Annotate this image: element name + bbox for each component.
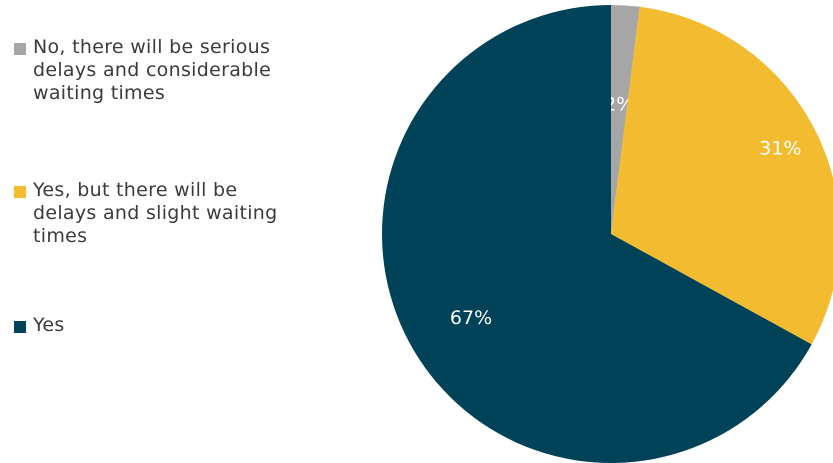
data-label-yes: 67% [450,307,492,329]
legend-label-no-serious-delays: No, there will be serious delays and con… [33,36,272,104]
legend-item-yes: Yes [14,314,304,337]
legend-swatch-yes [14,321,26,333]
pie-slice-yes-slight-delays [611,6,833,345]
legend-swatch-no-serious-delays [14,43,26,55]
pie-slice-no-serious-delays [611,5,640,234]
legend-label-yes: Yes [33,314,65,336]
pie-slice-yes [382,4,812,463]
data-label-yes-slight-delays: 31% [759,138,801,160]
legend-swatch-yes-slight-delays [14,186,26,198]
legend-item-no-serious-delays: No, there will be serious delays and con… [14,36,304,105]
legend-item-yes-slight-delays: Yes, but there will be delays and slight… [14,179,304,248]
legend-label-yes-slight-delays: Yes, but there will be delays and slight… [33,179,278,247]
